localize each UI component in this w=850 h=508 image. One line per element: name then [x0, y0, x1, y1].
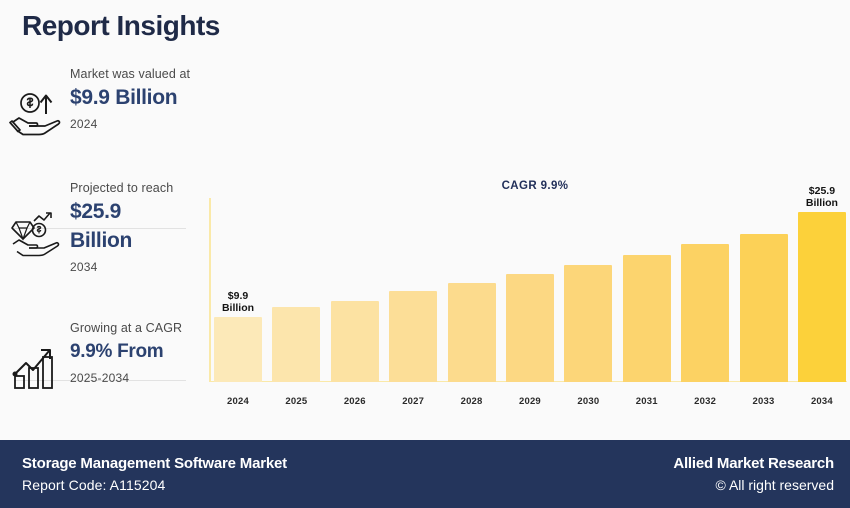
- stat-value-line-1: $25.9: [70, 200, 122, 223]
- chart-bar-column: $25.9 Billion: [797, 185, 846, 382]
- chart-bar: [564, 265, 613, 382]
- chart-bar-column: [681, 198, 730, 382]
- chart-bar-value-label: $25.9 Billion: [805, 184, 838, 209]
- cagr-annotation: CAGR 9.9%: [501, 180, 569, 192]
- stat-cagr-text: Growing at a CAGR 9.9% From 2025-2034: [70, 316, 200, 385]
- chart-bar-column: [564, 198, 613, 382]
- chart-bars: $9.9 Billion $25.9 Billion: [214, 185, 846, 382]
- stat-market-value: Market was valued at $9.9 Billion 2024: [0, 62, 200, 176]
- chart-x-tick: 2029: [518, 395, 541, 407]
- page-title: Report Insights: [22, 10, 220, 41]
- chart-bar-column: [505, 198, 554, 382]
- chart-bar: [797, 211, 846, 382]
- report-code: Report Code: A115204: [22, 476, 166, 493]
- report-title: Storage Management Software Market: [22, 454, 287, 472]
- stat-sub: 2034: [70, 260, 98, 274]
- chart-x-tick: 2027: [402, 395, 425, 407]
- chart-bar-column: $9.9 Billion: [214, 198, 262, 382]
- chart-bar-column: [330, 198, 379, 382]
- stat-value-line-2: Billion: [70, 229, 133, 252]
- hand-diamond-coin-growth-icon: [6, 206, 68, 260]
- market-forecast-bar-chart: CAGR 9.9% $9.9 Billion $25.9 Billion 2024 20…: [200, 170, 850, 434]
- stat-caption: Market was valued at: [70, 67, 191, 81]
- stat-projected-value-text: Projected to reach $25.9 Billion 2034: [70, 176, 200, 274]
- chart-x-tick: 2031: [635, 395, 658, 407]
- chart-bar-column: [272, 198, 321, 382]
- chart-y-axis: [209, 198, 211, 382]
- chart-x-tick: 2025: [285, 395, 308, 407]
- stat-value: 9.9% From: [70, 341, 164, 362]
- chart-bar: [505, 274, 554, 382]
- stat-caption: Projected to reach: [70, 181, 174, 195]
- chart-x-tick: 2034: [810, 395, 833, 407]
- chart-bar-column: [622, 198, 671, 382]
- chart-x-tick: 2032: [694, 395, 717, 407]
- brand-name: Allied Market Research: [673, 454, 834, 472]
- stat-value: $9.9 Billion: [70, 86, 178, 109]
- copyright-text: © All right reserved: [715, 476, 834, 493]
- chart-x-tick: 2028: [460, 395, 483, 407]
- chart-bar: [214, 316, 262, 382]
- sidebar-divider-2: [14, 380, 186, 381]
- stat-cagr: Growing at a CAGR 9.9% From 2025-2034: [0, 316, 200, 430]
- chart-x-tick: 2026: [343, 395, 366, 407]
- chart-bar: [389, 290, 438, 382]
- chart-x-tick: 2030: [577, 395, 600, 407]
- chart-x-tick: 2033: [752, 395, 775, 407]
- stat-caption: Growing at a CAGR: [70, 321, 183, 335]
- chart-bar: [681, 244, 730, 382]
- footer-bar: Storage Management Software Market Repor…: [0, 440, 850, 508]
- stat-sub: 2024: [70, 117, 98, 131]
- chart-bar-column: [389, 198, 438, 382]
- chart-x-tick-labels: 2024 2025 2026 2027 2028 2029 2030 2031 2032 2033…: [214, 390, 846, 412]
- stat-projected-value: Projected to reach $25.9 Billion 2034: [0, 176, 200, 316]
- footer-right: Allied Market Research © All right reser…: [673, 453, 834, 496]
- stat-sub: 2025-2034: [70, 371, 130, 385]
- footer-left: Storage Management Software Market Repor…: [22, 453, 287, 496]
- chart-x-tick: 2024: [227, 395, 249, 407]
- chart-bar: [622, 254, 671, 382]
- chart-bar: [447, 283, 496, 382]
- stats-sidebar: Market was valued at $9.9 Billion 2024: [0, 62, 200, 434]
- chart-bar: [739, 234, 788, 382]
- chart-bar-column: [739, 198, 788, 382]
- sidebar-divider-1: [14, 228, 186, 229]
- stat-market-value-text: Market was valued at $9.9 Billion 2024: [70, 62, 200, 131]
- chart-bar-value-label: $9.9 Billion: [221, 289, 255, 314]
- chart-bar: [330, 301, 379, 382]
- chart-bar: [272, 307, 321, 382]
- chart-bar-column: [447, 198, 496, 382]
- hand-coin-arrow-icon: [6, 86, 68, 140]
- growth-bar-chart-arrow-icon: [6, 340, 68, 394]
